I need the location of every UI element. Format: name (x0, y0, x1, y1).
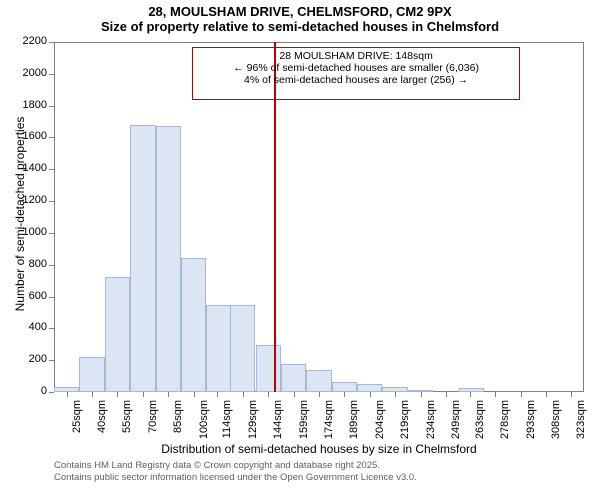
histogram-bar (357, 384, 382, 392)
y-tick-label: 2000 (23, 67, 47, 79)
x-tick (268, 392, 269, 397)
y-tick-label: 1200 (23, 194, 47, 206)
y-tick (49, 392, 54, 393)
x-tick-label: 293sqm (525, 400, 537, 460)
x-tick (117, 392, 118, 397)
y-tick (49, 42, 54, 43)
histogram-bar (256, 345, 281, 392)
x-tick (546, 392, 547, 397)
y-tick-label: 2200 (23, 35, 47, 47)
x-tick-label: 234sqm (425, 400, 437, 460)
histogram-bar (181, 258, 206, 392)
x-tick-label: 189sqm (348, 400, 360, 460)
x-tick-label: 204sqm (374, 400, 386, 460)
x-tick (370, 392, 371, 397)
x-tick-label: 40sqm (96, 400, 108, 460)
x-tick (521, 392, 522, 397)
histogram-bar (306, 370, 331, 392)
x-tick-label: 249sqm (450, 400, 462, 460)
x-tick-label: 144sqm (272, 400, 284, 460)
x-tick-label: 114sqm (221, 400, 233, 460)
chart-title-main: 28, MOULSHAM DRIVE, CHELMSFORD, CM2 9PX (0, 0, 600, 19)
x-tick (446, 392, 447, 397)
x-tick (495, 392, 496, 397)
annotation-line-1: 28 MOULSHAM DRIVE: 148sqm (197, 50, 516, 62)
y-tick-label: 600 (29, 290, 47, 302)
chart-title-sub: Size of property relative to semi-detach… (0, 19, 600, 34)
y-tick (49, 233, 54, 234)
annotation-line-2: ← 96% of semi-detached houses are smalle… (197, 62, 516, 74)
x-tick (344, 392, 345, 397)
x-tick-label: 100sqm (198, 400, 210, 460)
y-tick (49, 297, 54, 298)
histogram-bar (206, 305, 231, 393)
x-tick (143, 392, 144, 397)
y-axis-label: Number of semi-detached properties (13, 114, 27, 314)
footer-line-2: Contains public sector information licen… (54, 472, 417, 483)
histogram-bar (130, 125, 155, 392)
y-tick-label: 400 (29, 321, 47, 333)
histogram-bar (79, 357, 104, 392)
histogram-bar (459, 388, 484, 392)
histogram-bar (281, 364, 306, 392)
histogram-bar (105, 277, 130, 392)
x-tick-label: 323sqm (575, 400, 587, 460)
x-tick-label: 308sqm (550, 400, 562, 460)
y-tick (49, 137, 54, 138)
histogram-bar (408, 390, 433, 392)
x-tick (571, 392, 572, 397)
x-tick (395, 392, 396, 397)
annotation-line-3: 4% of semi-detached houses are larger (2… (197, 74, 516, 86)
x-tick (243, 392, 244, 397)
y-tick-label: 0 (41, 385, 47, 397)
x-tick-label: 159sqm (298, 400, 310, 460)
x-tick (194, 392, 195, 397)
x-tick-label: 263sqm (474, 400, 486, 460)
x-tick (92, 392, 93, 397)
y-tick-label: 200 (29, 353, 47, 365)
y-tick-label: 1800 (23, 99, 47, 111)
y-tick-label: 800 (29, 258, 47, 270)
y-tick (49, 265, 54, 266)
x-tick-label: 55sqm (121, 400, 133, 460)
x-tick (319, 392, 320, 397)
x-tick-label: 25sqm (71, 400, 83, 460)
x-tick (470, 392, 471, 397)
y-tick (49, 106, 54, 107)
histogram-bar (382, 387, 407, 392)
histogram-bar (54, 387, 79, 392)
x-tick (168, 392, 169, 397)
x-tick (294, 392, 295, 397)
chart-container: { "title_main": "28, MOULSHAM DRIVE, CHE… (0, 0, 600, 500)
y-tick (49, 360, 54, 361)
x-tick-label: 70sqm (147, 400, 159, 460)
x-tick-label: 278sqm (499, 400, 511, 460)
y-tick (49, 74, 54, 75)
y-tick (49, 328, 54, 329)
x-tick-label: 129sqm (247, 400, 259, 460)
y-tick-label: 1600 (23, 130, 47, 142)
x-tick-label: 174sqm (323, 400, 335, 460)
x-tick (421, 392, 422, 397)
y-tick (49, 169, 54, 170)
x-tick-label: 219sqm (399, 400, 411, 460)
footer-line-1: Contains HM Land Registry data © Crown c… (54, 460, 380, 471)
x-tick (217, 392, 218, 397)
histogram-bar (230, 305, 255, 393)
histogram-bar (156, 126, 181, 392)
y-tick-label: 1400 (23, 162, 47, 174)
x-tick-label: 85sqm (172, 400, 184, 460)
y-tick (49, 201, 54, 202)
y-tick-label: 1000 (23, 226, 47, 238)
histogram-bar (332, 382, 357, 392)
x-tick (67, 392, 68, 397)
annotation-box: 28 MOULSHAM DRIVE: 148sqm← 96% of semi-d… (192, 47, 521, 100)
